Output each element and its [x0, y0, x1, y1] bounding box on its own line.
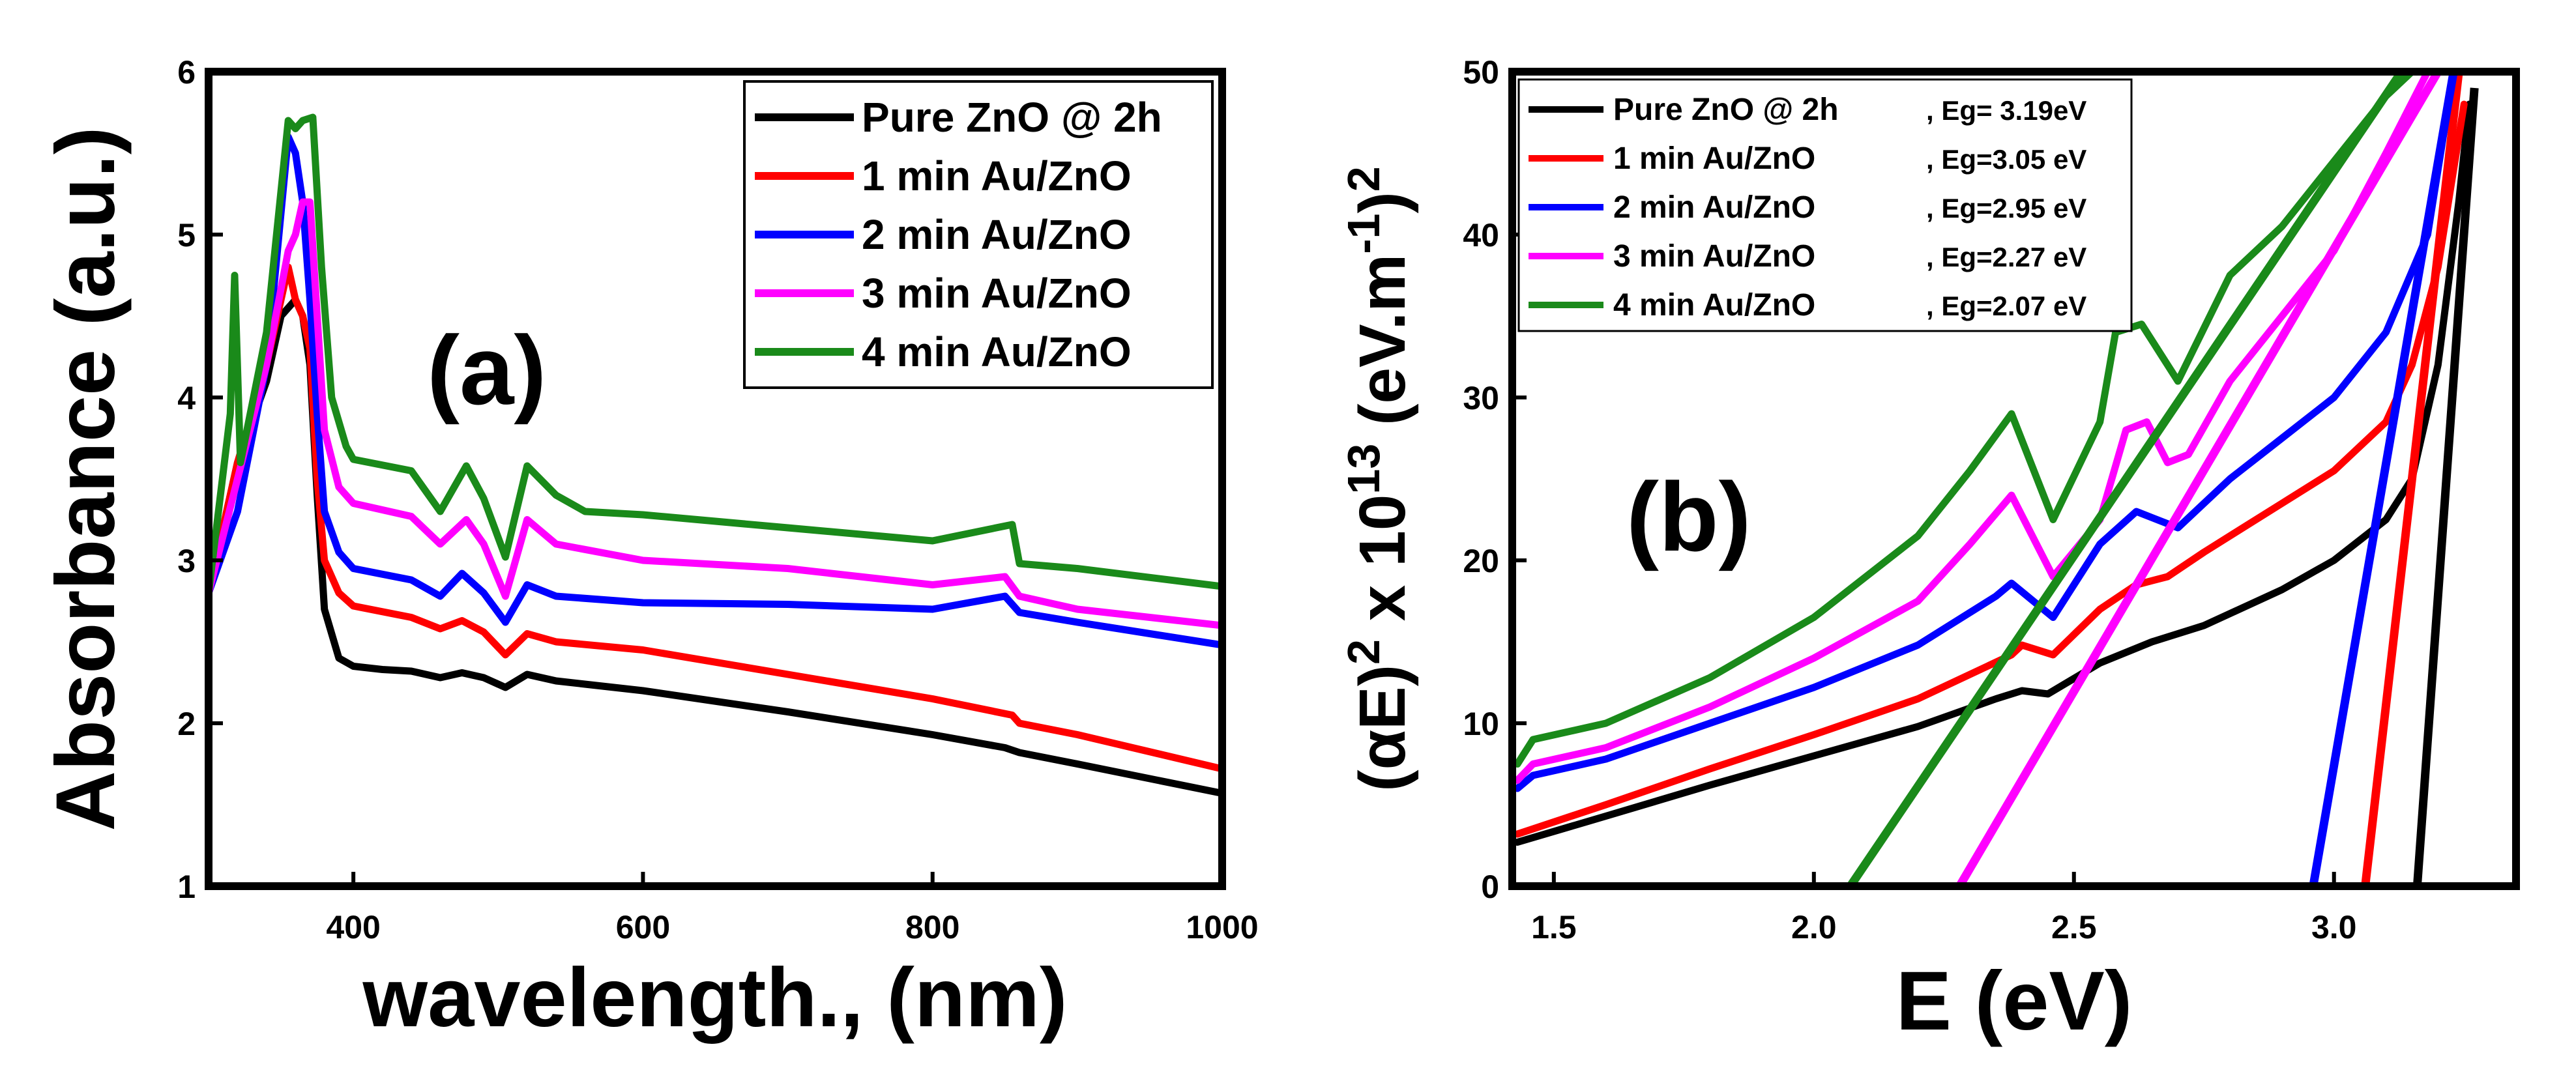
- chart-b-legend: Pure ZnO @ 2h , Eg= 3.19eV 1 min Au/ZnO , E…: [1517, 78, 2133, 332]
- chart-b-tangent-1: [2361, 72, 2463, 886]
- chart-b-ticks: 1.5 2.0 2.5 3.0 0 10 20 30 40 50: [1463, 54, 2356, 945]
- chart-a-ytick-label: 6: [177, 54, 196, 91]
- chart-b-series-1: [1514, 100, 2468, 838]
- chart-b-panel-label: (b): [1626, 462, 1751, 571]
- chart-a-xtick-label: 800: [905, 909, 959, 945]
- chart-a-legend-label: 1 min Au/ZnO: [862, 152, 1132, 199]
- chart-a-series-2: [209, 133, 1222, 649]
- chart-b: 1.5 2.0 2.5 3.0 0 10 20 30 40 50 (b) E (eV) Pure …: [1338, 54, 2520, 1048]
- chart-b-tangent-0: [2412, 87, 2479, 886]
- chart-a-panel-label: (a): [427, 315, 546, 425]
- chart-a-xtick-label: 1000: [1186, 909, 1258, 945]
- chart-a-legend-label: 4 min Au/ZnO: [862, 328, 1132, 375]
- chart-b-legend-eg: , Eg=2.95 eV: [1926, 193, 2086, 223]
- chart-b-legend-label: 3 min Au/ZnO: [1613, 239, 1815, 274]
- chart-b-legend-eg: , Eg=2.07 eV: [1926, 291, 2086, 321]
- chart-a-frame: [205, 68, 1226, 890]
- chart-a-ytick-label: 4: [177, 380, 196, 416]
- chart-a-ytick-label: 2: [177, 706, 196, 742]
- chart-a-xtick-label: 400: [326, 909, 380, 945]
- chart-a-xlabel: wavelength., (nm): [362, 951, 1068, 1044]
- chart-b-ytick-label: 10: [1463, 706, 1499, 742]
- chart-a-legend: Pure ZnO @ 2h 1 min Au/ZnO 2 min Au/ZnO 3 m…: [743, 80, 1214, 389]
- chart-a-curves: [209, 113, 1222, 797]
- chart-b-ylabel: (αE)2 x 1013 (eV.m-1)2: [1338, 166, 1419, 791]
- chart-b-ytick-label: 20: [1463, 543, 1499, 579]
- chart-b-tangent-4: [1847, 72, 2405, 886]
- chart-a-series-1: [209, 263, 1222, 773]
- chart-a-ytick-label: 5: [177, 217, 196, 253]
- chart-b-legend-label: 2 min Au/ZnO: [1613, 190, 1815, 225]
- chart-b-legend-label: 4 min Au/ZnO: [1613, 288, 1815, 323]
- chart-b-legend-label: Pure ZnO @ 2h: [1613, 93, 1839, 127]
- chart-a-ticks: 400 600 800 1000 1 2 3 4 5 6: [177, 54, 1258, 945]
- chart-b-xtick-label: 2.5: [2051, 909, 2097, 945]
- chart-b-legend-eg: , Eg= 3.19eV: [1926, 95, 2086, 126]
- chart-a-ytick-label: 3: [177, 543, 196, 579]
- chart-b-xtick-label: 2.0: [1791, 909, 1837, 945]
- chart-b-legend-box: [1517, 78, 2133, 332]
- chart-b-ytick-label: 0: [1481, 869, 1499, 905]
- chart-b-frame: [1508, 68, 2520, 890]
- chart-b-ytick-label: 40: [1463, 217, 1499, 253]
- chart-b-tangent-2: [2309, 72, 2458, 886]
- chart-b-legend-eg: , Eg=2.27 eV: [1926, 242, 2086, 272]
- chart-b-curves: [1514, 72, 2479, 886]
- chart-b-legend-label: 1 min Au/ZnO: [1613, 141, 1815, 176]
- chart-a-legend-label: Pure ZnO @ 2h: [862, 94, 1162, 141]
- chart-a-legend-label: 2 min Au/ZnO: [862, 211, 1132, 258]
- chart-b-ytick-label: 50: [1463, 54, 1499, 91]
- chart-a-series-3: [209, 198, 1222, 629]
- chart-a-series-4: [209, 113, 1222, 597]
- chart-b-xtick-label: 1.5: [1531, 909, 1577, 945]
- chart-a-xtick-label: 600: [616, 909, 670, 945]
- chart-a-ylabel: Absorbance (a.u.): [39, 126, 132, 831]
- chart-b-series-4: [1514, 72, 2416, 768]
- chart-b-xlabel: E (eV): [1896, 955, 2133, 1048]
- chart-b-ytick-label: 30: [1463, 380, 1499, 416]
- chart-a: 400 600 800 1000 1 2 3 4 5 6 (a) wavelength., (nm…: [39, 54, 1259, 1044]
- chart-b-xtick-label: 3.0: [2311, 909, 2357, 945]
- chart-a-ytick-label: 1: [177, 869, 196, 905]
- chart-b-legend-eg: , Eg=3.05 eV: [1926, 144, 2086, 175]
- chart-a-legend-label: 3 min Au/ZnO: [862, 270, 1132, 317]
- chart-b-series-2: [1514, 72, 2457, 792]
- chart-b-tangent-3: [1955, 72, 2442, 886]
